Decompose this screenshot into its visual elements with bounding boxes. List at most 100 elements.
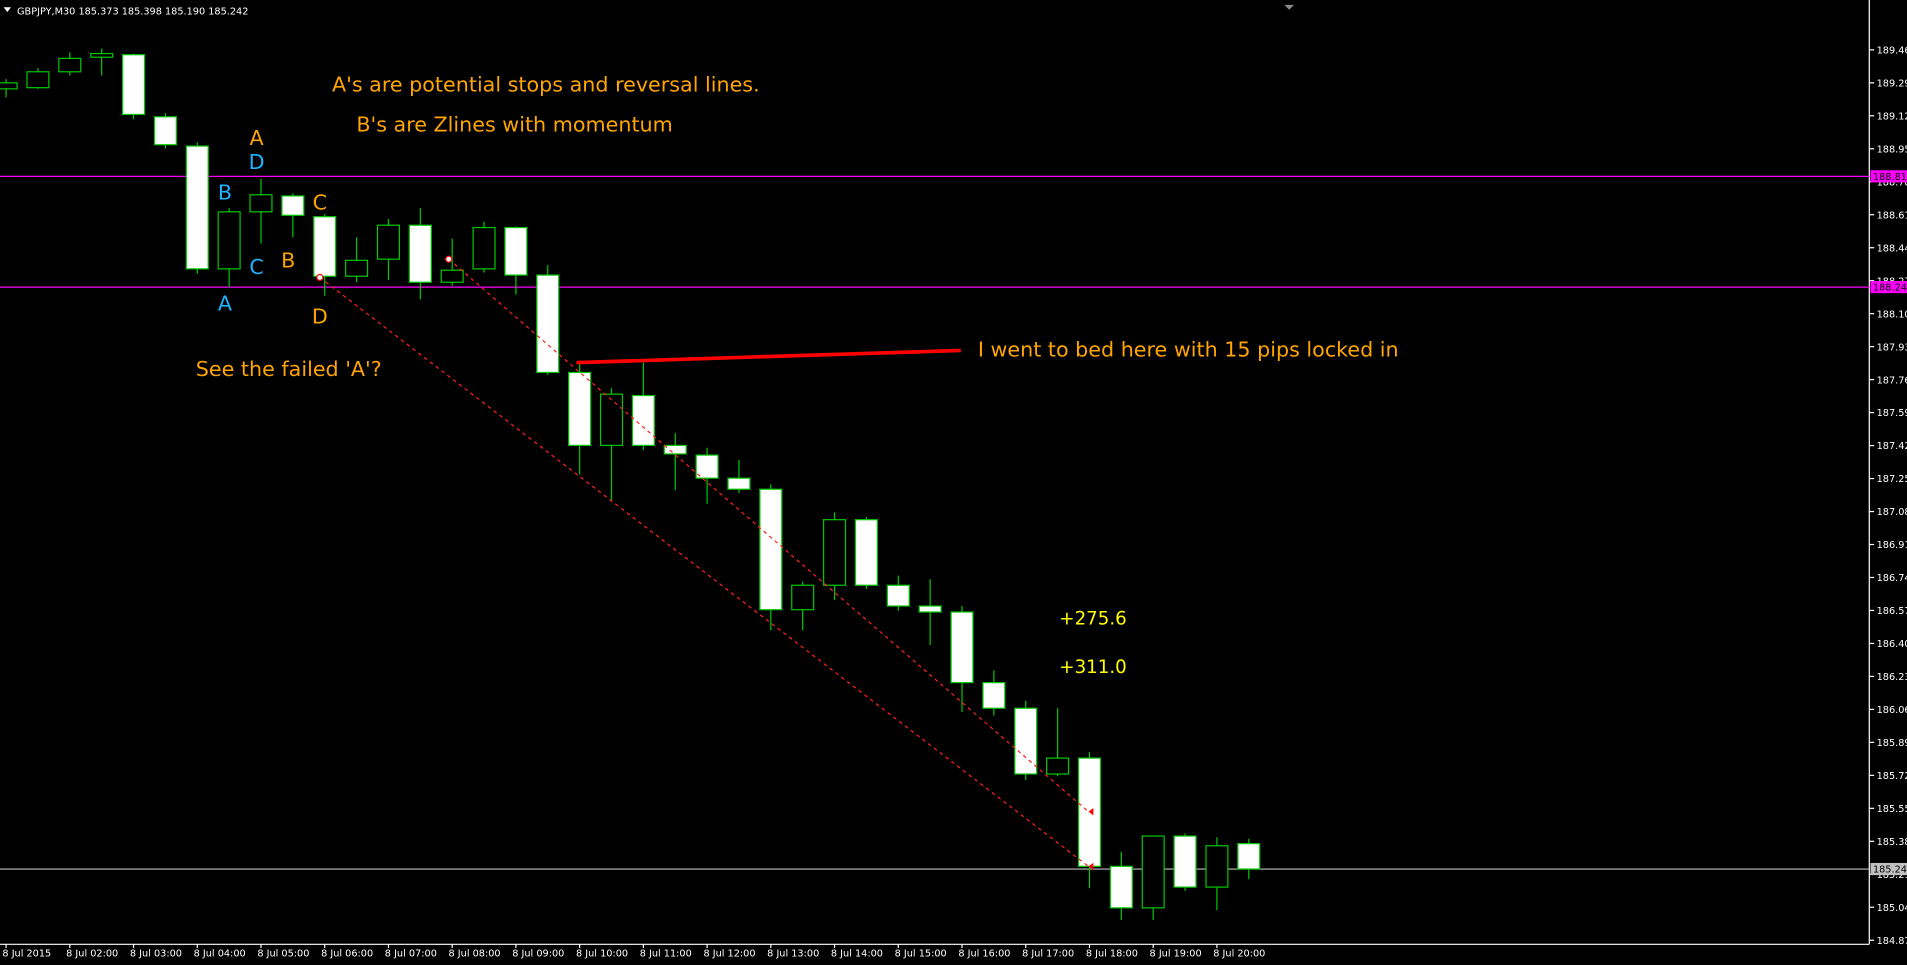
candle-body — [886, 584, 910, 607]
x-tick-label: 8 Jul 02:00 — [66, 948, 118, 959]
candle-body — [90, 52, 114, 58]
annotation: D — [312, 305, 328, 329]
annotation: C — [313, 190, 327, 214]
candle-body — [281, 195, 305, 216]
x-tick-label: 8 Jul 12:00 — [703, 948, 755, 959]
candle-body — [376, 224, 401, 260]
trade-line — [448, 258, 1089, 813]
trade-line — [319, 276, 1089, 867]
x-tick-label: 8 Jul 06:00 — [321, 948, 373, 959]
y-tick-label: 187.935 — [1877, 342, 1907, 353]
annotation: See the failed 'A'? — [196, 357, 382, 381]
x-tick-label: 8 Jul 14:00 — [831, 948, 883, 959]
y-tick-label: 187.595 — [1877, 408, 1907, 419]
candle-body — [727, 477, 751, 490]
chart-header: GBPJPY,M30 185.373 185.398 185.190 185.2… — [17, 7, 248, 18]
y-tick-label: 188.445 — [1877, 243, 1907, 254]
x-tick-label: 8 Jul 20:00 — [1213, 948, 1265, 959]
trend-line — [576, 348, 961, 365]
candle-body — [631, 394, 655, 446]
annotation: D — [249, 150, 265, 174]
candle-body — [536, 274, 560, 374]
x-tick-label: 8 Jul 11:00 — [640, 948, 692, 959]
candle-body — [823, 519, 847, 586]
candle-body — [472, 226, 496, 270]
trade-arrow — [1088, 808, 1094, 871]
y-tick-label: 185.385 — [1877, 837, 1907, 848]
candle-body — [185, 145, 209, 270]
y-tick-label: 187.425 — [1877, 441, 1907, 452]
shift-marker — [1284, 4, 1295, 10]
price-label: 185.242 — [1873, 865, 1907, 876]
candle-body — [153, 116, 177, 146]
y-tick-label: 186.575 — [1877, 606, 1907, 617]
annotation: I went to bed here with 15 pips locked i… — [978, 338, 1399, 362]
y-tick-label: 187.085 — [1877, 507, 1907, 518]
candle-body — [1237, 843, 1261, 870]
candle-body — [1014, 707, 1038, 775]
price-label-bg — [1870, 862, 1907, 876]
y-tick-label: 186.235 — [1877, 672, 1907, 683]
menu-arrow[interactable] — [3, 7, 11, 13]
candle-body — [345, 259, 369, 277]
candle-body — [313, 216, 337, 277]
candle-body — [249, 194, 273, 213]
candle-body — [950, 611, 974, 684]
candle-body — [663, 444, 687, 455]
y-tick-label: 186.745 — [1877, 573, 1907, 584]
candle-body — [854, 519, 878, 586]
x-tick-label: 8 Jul 17:00 — [1022, 948, 1074, 959]
annotation: A — [218, 291, 232, 315]
annotation: C — [249, 255, 263, 279]
y-tick-label: 188.785 — [1877, 177, 1907, 188]
x-tick-label: 8 Jul 2015 — [2, 948, 51, 959]
candle-body — [121, 54, 146, 116]
y-tick-label: 188.955 — [1877, 144, 1907, 155]
candle-body — [599, 393, 624, 446]
trade-point — [445, 255, 453, 263]
y-tick-label: 185.045 — [1877, 903, 1907, 914]
y-tick-label: 189.125 — [1877, 111, 1907, 122]
price-label-bg — [1870, 281, 1907, 294]
y-tick-label: 187.765 — [1877, 375, 1907, 386]
y-tick-label: 188.105 — [1877, 309, 1907, 320]
candle-body — [217, 211, 241, 270]
x-tick-label: 8 Jul 08:00 — [449, 948, 501, 959]
candle-body — [695, 454, 719, 479]
price-label: 188.242 — [1873, 283, 1907, 294]
x-tick-label: 8 Jul 09:00 — [512, 948, 564, 959]
annotation: +311.0 — [1059, 657, 1126, 678]
candle-body — [1205, 845, 1229, 888]
candle-body — [1109, 865, 1133, 909]
candle-body — [1046, 757, 1070, 775]
x-tick-label: 8 Jul 04:00 — [194, 948, 246, 959]
y-tick-label: 185.895 — [1877, 738, 1907, 749]
candle-body — [440, 269, 464, 283]
x-tick-label: 8 Jul 10:00 — [576, 948, 628, 959]
price-label-bg — [1870, 170, 1907, 183]
x-tick-label: 8 Jul 05:00 — [257, 948, 309, 959]
y-tick-label: 186.915 — [1877, 540, 1907, 551]
candle-body — [0, 82, 18, 90]
y-tick-label: 189.465 — [1877, 46, 1907, 57]
annotation: A — [250, 126, 264, 150]
annotation: A's are potential stops and reversal lin… — [332, 72, 760, 96]
y-tick-label: 188.615 — [1877, 210, 1907, 221]
candle-body — [1173, 835, 1197, 888]
price-label: 188.813 — [1873, 172, 1907, 183]
y-tick-label: 186.065 — [1877, 705, 1907, 716]
y-tick-label: 186.405 — [1877, 639, 1907, 650]
y-tick-label: 184.875 — [1877, 936, 1907, 947]
candle-body — [26, 71, 50, 89]
y-tick-label: 185.725 — [1877, 771, 1907, 782]
y-tick-label: 187.255 — [1877, 474, 1907, 485]
candle-body — [504, 226, 528, 276]
candle-body — [408, 224, 432, 283]
annotation: B — [218, 181, 232, 205]
trade-point — [316, 273, 324, 282]
x-tick-label: 8 Jul 16:00 — [958, 948, 1010, 959]
x-tick-label: 8 Jul 03:00 — [130, 948, 182, 959]
